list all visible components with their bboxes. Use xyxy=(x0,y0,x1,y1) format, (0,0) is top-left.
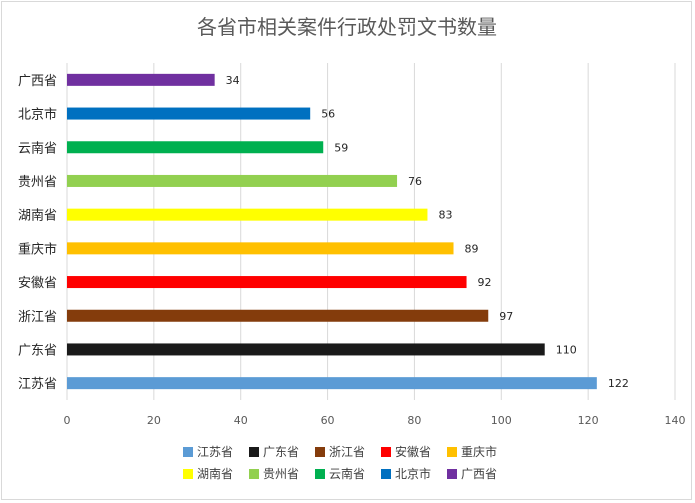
data-label: 56 xyxy=(321,108,335,121)
bars xyxy=(67,73,597,390)
category-label: 贵州省 xyxy=(18,175,57,190)
bar xyxy=(67,73,215,86)
category-label: 北京市 xyxy=(18,107,57,123)
data-label: 59 xyxy=(334,141,348,154)
x-tick-label: 60 xyxy=(321,414,335,427)
x-axis-tick-labels: 0 20 40 60 80 100 120 140 xyxy=(64,414,686,427)
category-label: 云南省 xyxy=(18,140,57,156)
x-tick-label: 0 xyxy=(64,414,71,427)
legend-label: 北京市 xyxy=(395,466,431,481)
legend-item: 广西省 xyxy=(447,467,497,481)
legend-swatch xyxy=(381,447,391,457)
legend-item: 浙江省 xyxy=(315,445,365,459)
x-tick-label: 120 xyxy=(578,414,599,427)
x-tick-label: 140 xyxy=(665,414,686,427)
legend-swatch xyxy=(447,447,457,457)
bar xyxy=(67,174,398,187)
legend-swatch xyxy=(447,469,457,479)
legend-label: 湖南省 xyxy=(197,466,233,481)
category-label: 重庆市 xyxy=(18,241,57,257)
bar xyxy=(67,107,311,120)
legend-item: 广东省 xyxy=(249,445,299,459)
data-labels: 122 110 97 92 89 83 76 59 56 34 xyxy=(226,74,629,390)
category-label: 湖南省 xyxy=(18,208,57,224)
data-label: 122 xyxy=(608,377,629,390)
legend-label: 广西省 xyxy=(461,467,497,481)
x-tick-label: 20 xyxy=(147,414,161,427)
legend-label: 贵州省 xyxy=(263,467,299,481)
legend-item: 贵州省 xyxy=(249,467,299,481)
category-labels: 江苏省 广东省 浙江省 安徽省 重庆市 湖南省 贵州省 云南省 北京市 广西省 xyxy=(18,74,57,392)
legend-item: 湖南省 xyxy=(183,466,233,481)
legend-label: 江苏省 xyxy=(197,445,233,459)
legend-swatch xyxy=(315,447,325,457)
legend-item: 安徽省 xyxy=(381,444,431,459)
data-label: 34 xyxy=(226,74,240,87)
legend-label: 广东省 xyxy=(263,445,299,459)
category-label: 浙江省 xyxy=(18,310,57,325)
category-label: 安徽省 xyxy=(18,276,57,291)
x-tick-label: 100 xyxy=(491,414,512,427)
legend-item: 北京市 xyxy=(381,466,431,481)
data-label: 89 xyxy=(465,242,479,255)
data-label: 92 xyxy=(478,276,492,289)
bar xyxy=(67,141,324,154)
bar xyxy=(67,309,489,322)
legend-item: 江苏省 xyxy=(183,445,233,459)
x-tick-label: 40 xyxy=(234,414,248,427)
legend-label: 浙江省 xyxy=(329,445,365,459)
legend-swatch xyxy=(315,469,325,479)
legend-swatch xyxy=(183,447,193,457)
category-label: 广西省 xyxy=(18,74,57,89)
data-label: 110 xyxy=(556,343,577,356)
category-label: 广东省 xyxy=(18,343,57,358)
bar xyxy=(67,377,597,390)
legend-label: 安徽省 xyxy=(395,444,431,459)
data-label: 76 xyxy=(408,175,422,188)
data-label: 83 xyxy=(438,209,452,222)
legend-swatch xyxy=(183,469,193,479)
bar xyxy=(67,242,454,255)
legend-swatch xyxy=(381,469,391,479)
bar xyxy=(67,276,467,289)
chart-title: 各省市相关案件行政处罚文书数量 xyxy=(197,15,497,39)
category-label: 江苏省 xyxy=(18,376,57,392)
legend-item: 云南省 xyxy=(315,466,365,481)
legend-label: 云南省 xyxy=(329,466,365,481)
x-tick-label: 80 xyxy=(407,414,421,427)
legend-swatch xyxy=(249,447,259,457)
data-label: 97 xyxy=(499,310,513,323)
legend-swatch xyxy=(249,469,259,479)
legend-item: 重庆市 xyxy=(447,444,497,459)
bar xyxy=(67,343,545,356)
legend-label: 重庆市 xyxy=(461,444,497,459)
bar xyxy=(67,208,428,221)
